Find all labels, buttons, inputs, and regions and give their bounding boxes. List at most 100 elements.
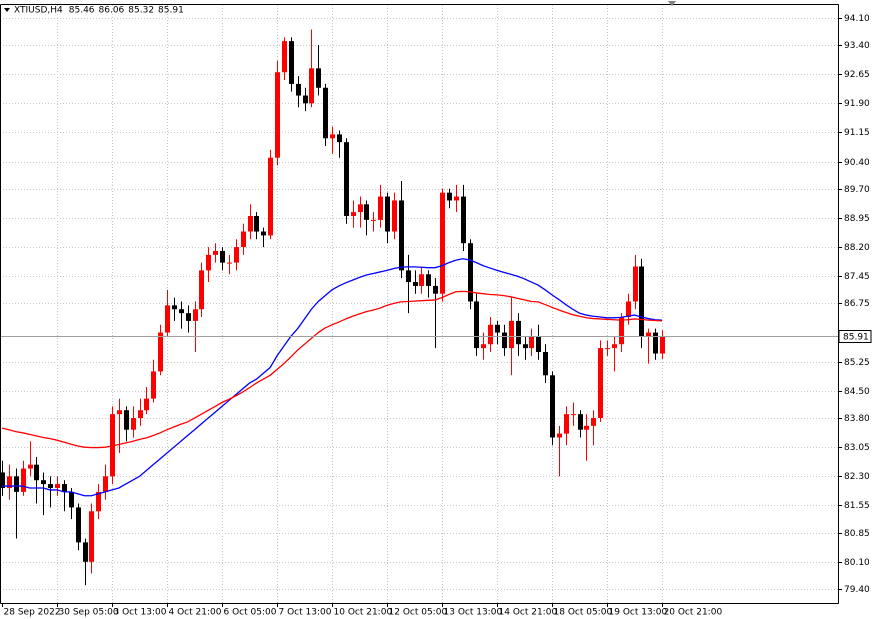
candle-body <box>165 305 170 333</box>
candle-body <box>371 219 376 221</box>
header-open: 85.46 <box>69 6 95 16</box>
candle-body <box>138 410 143 419</box>
plot-area <box>0 29 838 586</box>
candle-body <box>646 332 651 337</box>
candle-body <box>103 476 108 492</box>
x-tick-label: 30 Sep 05:00 <box>59 608 119 618</box>
candle-body <box>584 425 589 430</box>
candle-body <box>633 266 638 302</box>
y-tick-label: 80.85 <box>844 529 870 539</box>
y-tick-label: 83.80 <box>844 414 870 424</box>
candle-body <box>296 83 301 96</box>
candle-body <box>364 204 369 220</box>
y-tick-label: 87.45 <box>844 272 870 282</box>
candle-body <box>337 134 342 143</box>
candle-body <box>605 348 610 350</box>
candle-body <box>323 87 328 139</box>
y-tick-label: 85.25 <box>844 358 870 368</box>
candle-body <box>158 332 163 372</box>
candle-body <box>536 336 541 352</box>
moving-average-line <box>2 258 663 497</box>
candle-body <box>378 196 383 220</box>
candle-body <box>591 418 596 426</box>
y-tick-label: 90.40 <box>844 158 870 168</box>
candle-body <box>28 464 33 469</box>
candle-body <box>213 250 218 255</box>
header-close: 85.91 <box>158 6 184 16</box>
header-high: 86.06 <box>99 6 125 16</box>
candle-body <box>48 484 53 488</box>
y-tick-label: 79.40 <box>844 585 870 595</box>
y-tick-label: 80.10 <box>844 558 870 568</box>
candle-body <box>83 542 88 562</box>
header-low: 85.32 <box>128 6 154 16</box>
candle-body <box>619 317 624 345</box>
x-tick-label: 4 Oct 21:00 <box>169 608 222 618</box>
candle-body <box>419 274 424 286</box>
x-tick-label: 12 Oct 05:00 <box>389 608 448 618</box>
candle-body <box>248 215 253 232</box>
candle-body <box>62 484 67 492</box>
candle-body <box>76 507 81 543</box>
candle-body <box>413 282 418 286</box>
candle-body <box>89 511 94 562</box>
y-tick-label: 91.15 <box>844 128 870 138</box>
candle-body <box>254 215 259 232</box>
candle-body <box>385 196 390 232</box>
y-tick-label: 83.05 <box>844 443 870 453</box>
candle-body <box>474 301 479 349</box>
axes: 94.10 93.40 92.65 91.90 91.15 90.40 89.70 88.95… <box>2 14 872 618</box>
candle-body <box>550 375 555 438</box>
candle-body <box>495 324 500 333</box>
candle-body <box>316 68 321 88</box>
y-tick-label: 94.10 <box>844 14 870 24</box>
candle-body <box>660 336 665 354</box>
candle-body <box>344 142 349 216</box>
candle-body <box>309 68 314 104</box>
candle-body <box>144 398 149 411</box>
candle-body <box>289 41 294 84</box>
candle-body <box>516 320 521 345</box>
x-tick-label: 18 Oct 05:00 <box>554 608 613 618</box>
candle-body <box>96 491 101 512</box>
candle-body <box>653 332 658 354</box>
x-tick-label: 7 Oct 13:00 <box>279 608 332 618</box>
candle-body <box>330 134 335 139</box>
chart-title: XTIUSD,H4 <box>14 6 63 16</box>
x-tick-label: 28 Sep 2022 <box>4 608 61 618</box>
candle-body <box>578 414 583 430</box>
candle-body <box>151 371 156 399</box>
candle-body <box>234 247 239 263</box>
y-tick-label: 92.65 <box>844 70 870 80</box>
candle-body <box>433 285 438 294</box>
candle-body <box>564 414 569 434</box>
candle-body <box>124 410 129 430</box>
candle-body <box>21 468 26 492</box>
x-tick-label: 10 Oct 21:00 <box>334 608 393 618</box>
x-tick-label: 14 Oct 21:00 <box>499 608 558 618</box>
candle-body <box>523 344 528 349</box>
grid <box>0 5 838 603</box>
candle-body <box>358 204 363 213</box>
candle-body <box>206 254 211 271</box>
candle-body <box>7 476 12 488</box>
candle-body <box>268 157 273 236</box>
candle-body <box>241 231 246 248</box>
candle-body <box>282 41 287 73</box>
candle-body <box>179 309 184 314</box>
candle-body <box>468 243 473 302</box>
candle-body <box>529 336 534 349</box>
candle-body <box>488 324 493 345</box>
candle-body <box>426 274 431 286</box>
candle-body <box>193 309 198 321</box>
menu-triangle <box>4 8 10 12</box>
candle-body <box>481 344 486 349</box>
candle-body <box>199 270 204 310</box>
x-tick-label: 19 Oct 13:00 <box>609 608 668 618</box>
current-price-label: 85.91 <box>843 333 869 343</box>
candle-body <box>399 200 404 271</box>
candle-body <box>117 410 122 415</box>
y-tick-label: 86.75 <box>844 299 870 309</box>
candle-body <box>612 344 617 349</box>
candle-body <box>639 266 644 337</box>
